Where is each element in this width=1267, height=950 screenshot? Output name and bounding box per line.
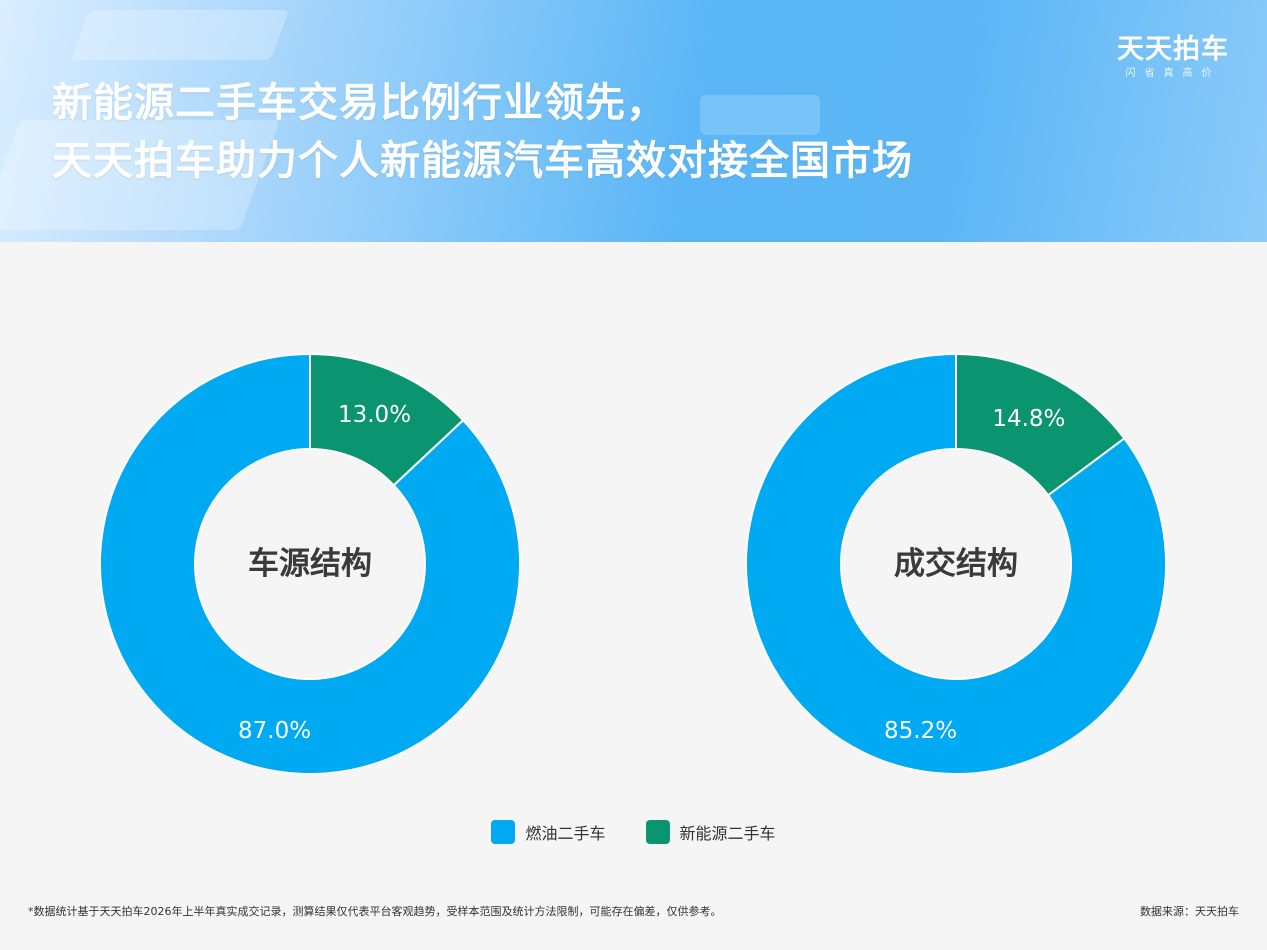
chart-legend: 燃油二手车 新能源二手车 xyxy=(0,820,1267,844)
data-source: 数据来源：天天拍车 xyxy=(1140,905,1239,918)
legend-item-ev: 新能源二手车 xyxy=(645,820,776,844)
donut-hole xyxy=(842,450,1070,678)
slice-ev xyxy=(955,352,1126,497)
legend-item-fuel: 燃油二手车 xyxy=(491,820,606,844)
brand-name: 天天拍车 xyxy=(1117,34,1229,65)
donut-hole xyxy=(196,450,424,678)
banner-decoration xyxy=(700,95,820,135)
page-title: 新能源二手车交易比例行业领先， 天天拍车助力个人新能源汽车高效对接全国市场 xyxy=(52,74,913,190)
brand-logo: 天天拍车 闪省真高价 xyxy=(1117,34,1229,82)
header-banner: 新能源二手车交易比例行业领先， 天天拍车助力个人新能源汽车高效对接全国市场 天天… xyxy=(0,0,1267,242)
slice-fuel-label: 87.0% xyxy=(238,718,311,744)
donut-chart-supply: 13.0% 87.0% 车源结构 xyxy=(99,352,521,775)
slice-ev-label: 13.0% xyxy=(338,402,411,428)
brand-slogan: 闪省真高价 xyxy=(1125,68,1221,79)
slice-fuel xyxy=(99,352,521,775)
donut-charts: 13.0% 87.0% 车源结构 14.8% 85.2% 成交结构 xyxy=(99,352,1167,775)
donut-chart-deals: 14.8% 85.2% 成交结构 xyxy=(745,352,1167,775)
legend-swatch-ev xyxy=(645,820,670,844)
legend-label-fuel: 燃油二手车 xyxy=(525,824,606,843)
slice-fuel xyxy=(745,352,1167,775)
banner-decoration xyxy=(70,10,290,60)
footnote: *数据统计基于天天拍车2026年上半年真实成交记录，测算结果仅代表平台客观趋势，… xyxy=(28,905,722,918)
title-line-2: 天天拍车助力个人新能源汽车高效对接全国市场 xyxy=(52,138,913,184)
legend-label-ev: 新能源二手车 xyxy=(679,824,776,843)
donut-center-label: 成交结构 xyxy=(894,546,1018,582)
slice-fuel-label: 85.2% xyxy=(884,718,957,744)
donut-center-label: 车源结构 xyxy=(248,546,372,582)
slice-ev-label: 14.8% xyxy=(992,406,1065,432)
title-line-1: 新能源二手车交易比例行业领先， xyxy=(52,80,667,126)
legend-swatch-fuel xyxy=(491,820,516,844)
